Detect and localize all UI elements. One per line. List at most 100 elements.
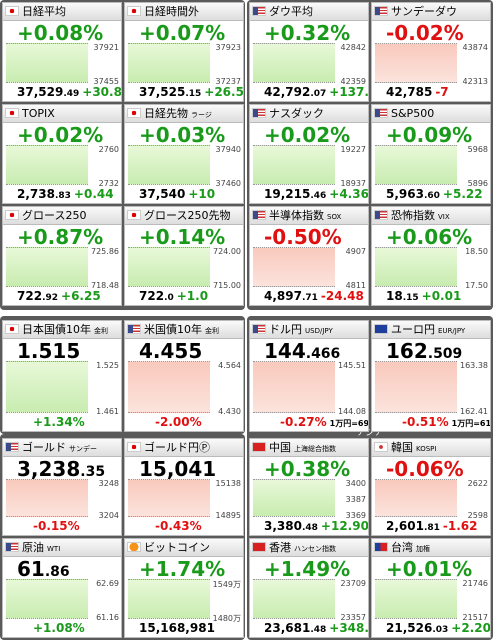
- headline-text: +0.02%: [264, 123, 351, 147]
- headline: +0.08%: [17, 21, 103, 45]
- headline: -0.06%: [386, 457, 464, 481]
- axis-label: 5896: [467, 179, 488, 188]
- headline-text: +0.32%: [264, 21, 351, 45]
- axis-label: 42359: [340, 77, 366, 86]
- chart-area: [128, 361, 210, 413]
- flag: [5, 108, 19, 118]
- axis-label: 725.86: [91, 247, 119, 256]
- axis-label: 21746: [462, 579, 488, 588]
- headline-text: +0.08%: [17, 21, 104, 45]
- headline-text: -0.06%: [386, 457, 464, 481]
- flag: [127, 210, 141, 220]
- axis-label: 19227: [340, 145, 366, 154]
- footer: 3,380.48 +12.90: [264, 519, 368, 533]
- tile: 米国債10年 金利 4.455 4.564 4.430 -2.00%: [124, 320, 244, 432]
- chart-area: [253, 43, 335, 83]
- headline: +1.49%: [264, 557, 350, 581]
- footer-text: .03: [432, 625, 449, 635]
- footer-text: +348.76: [329, 621, 369, 635]
- axis-label: 17.50: [465, 281, 488, 290]
- headline-text: +0.02%: [17, 123, 104, 147]
- footer: +1.34%: [33, 415, 119, 429]
- footer: -0.51%1万円=61.53: [402, 415, 490, 429]
- tile-name: 中国: [269, 441, 291, 454]
- tile: S&P500 +0.09% 5968 5896 5,963.60 +5.22: [371, 104, 491, 204]
- footer-text: 42,785: [386, 85, 433, 99]
- tile-header: 香港 ハンセン指数: [250, 539, 368, 557]
- axis-label: 61.16: [96, 613, 119, 622]
- footer-text: .15: [402, 293, 419, 303]
- footer: -0.27%1万円=69.22: [280, 415, 368, 429]
- headline-text: +1.74%: [139, 557, 226, 581]
- tile-name: 半導体指数: [269, 209, 324, 222]
- tile-name: サンデーダウ: [391, 5, 457, 18]
- axis-label: 715.00: [213, 281, 241, 290]
- footer-text: 19,215: [264, 187, 311, 201]
- tile-name: 日経平均: [22, 5, 66, 18]
- tile-sub: ハンセン指数: [294, 545, 336, 553]
- tile-name: グロース250: [22, 209, 87, 222]
- axis-label: 21517: [462, 613, 488, 622]
- footer: 19,215.46 +4.36: [264, 187, 368, 201]
- headline-text: 144: [264, 339, 306, 363]
- footer-text: 2,738: [17, 187, 55, 201]
- tile: グロース250 +0.87% 725.86 718.48 722.92 +6.25: [2, 206, 122, 306]
- headline: +0.09%: [386, 123, 472, 147]
- tile-header: ビットコイン: [125, 539, 243, 557]
- footer-text: +2.20: [451, 621, 491, 635]
- footer: 2,601.81 -1.62: [386, 519, 488, 533]
- tile: ナスダック +0.02% 19227 18937 19,215.46 +4.36: [249, 104, 369, 204]
- flag: [252, 210, 266, 220]
- tile-name: 恐怖指数: [391, 209, 435, 222]
- footer-text: 5,963: [386, 187, 424, 201]
- headline: 1.515: [17, 339, 80, 363]
- tile-name: ユーロ円: [391, 323, 435, 336]
- headline: +1.74%: [139, 557, 225, 581]
- footer: 23,681.48+348.76: [264, 621, 369, 635]
- tile-name: 日本国債10年: [22, 323, 91, 336]
- chart-area: [6, 145, 88, 185]
- tile-name: 韓国: [391, 441, 413, 454]
- axis-label: 3204: [98, 511, 119, 520]
- headline: +0.02%: [17, 123, 103, 147]
- tile-header: 半導体指数 SOX: [250, 207, 368, 225]
- axis-label: 1.525: [96, 361, 119, 370]
- tile-sub: サンデー: [69, 445, 97, 453]
- axis-label: 2622: [467, 479, 488, 488]
- tile-header: ダウ平均: [250, 3, 368, 21]
- tile-header: 日経平均: [3, 3, 121, 21]
- footer-text: -7: [435, 85, 449, 99]
- footer: -0.15%: [33, 519, 119, 533]
- footer-text: -2.00%: [155, 415, 202, 429]
- tile-name: 米国債10年: [144, 323, 202, 336]
- tile-header: ゴールド サンデー: [3, 439, 121, 457]
- footer-text: .81: [423, 523, 440, 533]
- footer: 42,785 -7: [386, 85, 488, 99]
- axis-label: 37237: [215, 77, 241, 86]
- footer-text: +137.33: [329, 85, 369, 99]
- axis-label: 42842: [340, 43, 366, 52]
- footer: 4,897.71 -24.48: [264, 289, 366, 303]
- headline-text: +0.14%: [139, 225, 226, 249]
- footer-text: .0: [164, 293, 174, 303]
- tile-header: ドル円 USD/JPY: [250, 321, 368, 339]
- footer-text: .83: [54, 191, 71, 201]
- tile: ドル円 USD/JPY 144.466 145.51 144.08 -0.27% 1万円=6…: [249, 320, 369, 432]
- axis-label: 14895: [215, 511, 241, 520]
- flag: [374, 108, 388, 118]
- axis-label: 1549万: [212, 580, 241, 589]
- footer-text: 2,601: [386, 519, 424, 533]
- headline: -0.50%: [264, 225, 342, 249]
- flag: [127, 108, 141, 118]
- section-label: アジア: [356, 428, 384, 438]
- headline-text: 3,238: [17, 457, 81, 481]
- headline-text: +0.01%: [386, 557, 473, 581]
- footer-text: 722: [139, 289, 165, 303]
- footer-text: 4,897: [264, 289, 302, 303]
- flag: [374, 210, 388, 220]
- axis-label: 2760: [98, 145, 119, 154]
- tile-header: S&P500: [372, 105, 490, 123]
- footer: 37,525.15+26.52: [139, 85, 243, 99]
